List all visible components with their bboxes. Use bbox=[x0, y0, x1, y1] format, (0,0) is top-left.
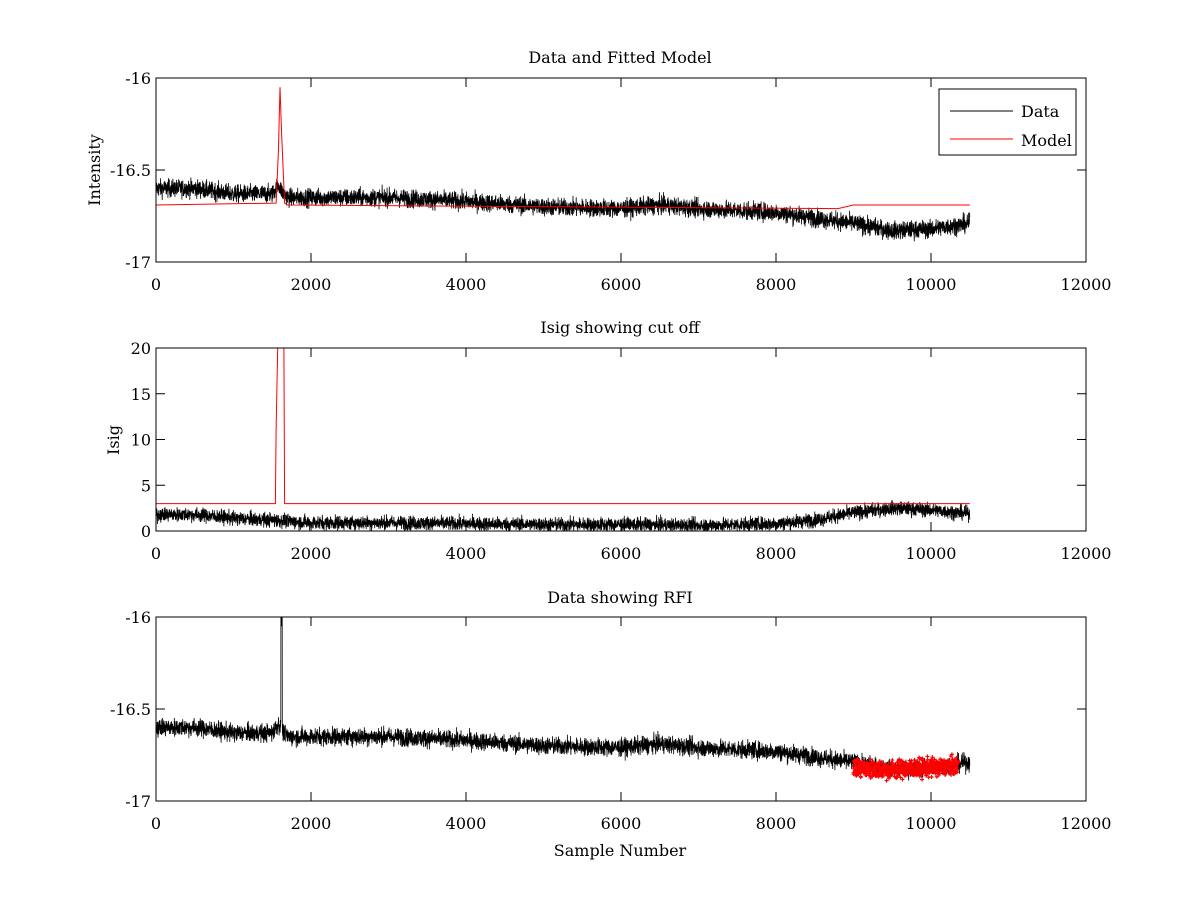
series-line-data bbox=[156, 617, 971, 781]
y-tick-label: -16 bbox=[125, 69, 151, 88]
x-tick-label: 4000 bbox=[446, 275, 487, 294]
legend-label-data: Data bbox=[1021, 102, 1060, 121]
y-tick-label: 10 bbox=[131, 431, 151, 450]
x-tick-label: 6000 bbox=[601, 814, 642, 833]
rfi-marker bbox=[900, 777, 905, 782]
axes: 0 2000 4000 6000 8000 10000 12000 -17 -16.5 -16 bbox=[110, 608, 1111, 833]
y-axis-label: Intensity bbox=[85, 134, 104, 206]
x-tick-label: 10000 bbox=[906, 275, 957, 294]
chart-title: Isig showing cut off bbox=[540, 318, 701, 337]
x-tick-label: 8000 bbox=[756, 814, 797, 833]
rfi-marker bbox=[894, 776, 899, 781]
legend: Data Model bbox=[938, 88, 1077, 156]
legend-label-model: Model bbox=[1021, 131, 1072, 150]
y-tick-label: 15 bbox=[131, 385, 151, 404]
x-tick-label: 0 bbox=[151, 814, 161, 833]
rfi-marker bbox=[932, 757, 937, 762]
x-tick-label: 10000 bbox=[906, 814, 957, 833]
rfi-marker bbox=[934, 774, 939, 779]
x-tick-label: 0 bbox=[151, 544, 161, 563]
rfi-markers bbox=[851, 752, 961, 783]
x-axis-label: Sample Number bbox=[554, 841, 687, 860]
x-tick-label: 2000 bbox=[291, 814, 332, 833]
y-tick-label: 20 bbox=[131, 339, 151, 358]
rfi-marker bbox=[890, 758, 895, 763]
rfi-marker bbox=[924, 771, 929, 776]
rfi-marker bbox=[881, 773, 886, 778]
y-tick-label: -16 bbox=[125, 608, 151, 627]
x-tick-label: 10000 bbox=[906, 544, 957, 563]
plot-marks bbox=[156, 617, 971, 783]
rfi-marker bbox=[949, 752, 954, 757]
rfi-marker bbox=[954, 755, 959, 760]
rfi-marker bbox=[915, 759, 920, 764]
rfi-marker bbox=[864, 771, 869, 776]
rfi-marker bbox=[887, 774, 892, 779]
plot-marks bbox=[156, 348, 971, 531]
axes: 0 2000 4000 6000 8000 10000 12000 0 5 10 15 20 bbox=[131, 339, 1112, 563]
x-tick-label: 12000 bbox=[1061, 275, 1112, 294]
x-tick-label: 2000 bbox=[291, 275, 332, 294]
y-axis-label: Isig bbox=[104, 425, 123, 455]
rfi-marker bbox=[955, 767, 960, 772]
rfi-marker bbox=[868, 757, 873, 762]
x-tick-label: 8000 bbox=[756, 275, 797, 294]
rfi-marker bbox=[930, 755, 935, 760]
y-tick-label: 5 bbox=[141, 476, 151, 495]
series-line-data bbox=[156, 499, 971, 531]
x-tick-label: 4000 bbox=[446, 814, 487, 833]
rfi-marker bbox=[898, 775, 903, 780]
rfi-marker bbox=[935, 769, 940, 774]
rfi-marker bbox=[855, 756, 860, 761]
plot-marks bbox=[156, 87, 971, 242]
x-tick-label: 4000 bbox=[446, 544, 487, 563]
panel-data-and-fitted-model: Data and Fitted Model Intensity 0 2000 400… bbox=[85, 48, 1111, 294]
y-tick-label: -16.5 bbox=[110, 161, 151, 180]
panel-data-showing-rfi: Data showing RFI Sample Number 0 2000 4000… bbox=[110, 588, 1111, 860]
panel-isig-showing-cut-off: Isig showing cut off Isig 0 2000 4000 6000 8… bbox=[104, 318, 1111, 563]
series-line-data bbox=[156, 177, 971, 242]
y-tick-label: -17 bbox=[125, 792, 151, 811]
rfi-marker bbox=[925, 757, 930, 762]
rfi-marker bbox=[956, 759, 961, 764]
rfi-marker bbox=[929, 774, 934, 779]
x-tick-label: 6000 bbox=[601, 275, 642, 294]
rfi-marker bbox=[868, 771, 873, 776]
rfi-marker bbox=[920, 756, 925, 761]
rfi-marker bbox=[858, 775, 863, 780]
x-tick-label: 12000 bbox=[1061, 544, 1112, 563]
rfi-marker bbox=[871, 760, 876, 765]
rfi-marker bbox=[920, 777, 925, 782]
rfi-marker bbox=[896, 773, 900, 778]
y-tick-label: -16.5 bbox=[110, 700, 151, 719]
legend-box bbox=[938, 88, 1077, 156]
x-tick-label: 6000 bbox=[601, 544, 642, 563]
axes: 0 2000 4000 6000 8000 10000 12000 -17 -16.5 -16 bbox=[110, 69, 1111, 294]
x-tick-label: 12000 bbox=[1061, 814, 1112, 833]
series-line-model bbox=[156, 87, 970, 210]
rfi-marker bbox=[918, 773, 923, 778]
x-tick-label: 0 bbox=[151, 275, 161, 294]
x-tick-label: 8000 bbox=[756, 544, 797, 563]
y-tick-label: -17 bbox=[125, 253, 151, 272]
series-line-model bbox=[156, 348, 970, 505]
y-tick-label: 0 bbox=[141, 522, 151, 541]
chart-title: Data and Fitted Model bbox=[528, 48, 711, 67]
rfi-marker bbox=[884, 778, 889, 783]
x-tick-label: 2000 bbox=[291, 544, 332, 563]
rfi-marker bbox=[925, 754, 930, 759]
chart-title: Data showing RFI bbox=[547, 588, 692, 607]
